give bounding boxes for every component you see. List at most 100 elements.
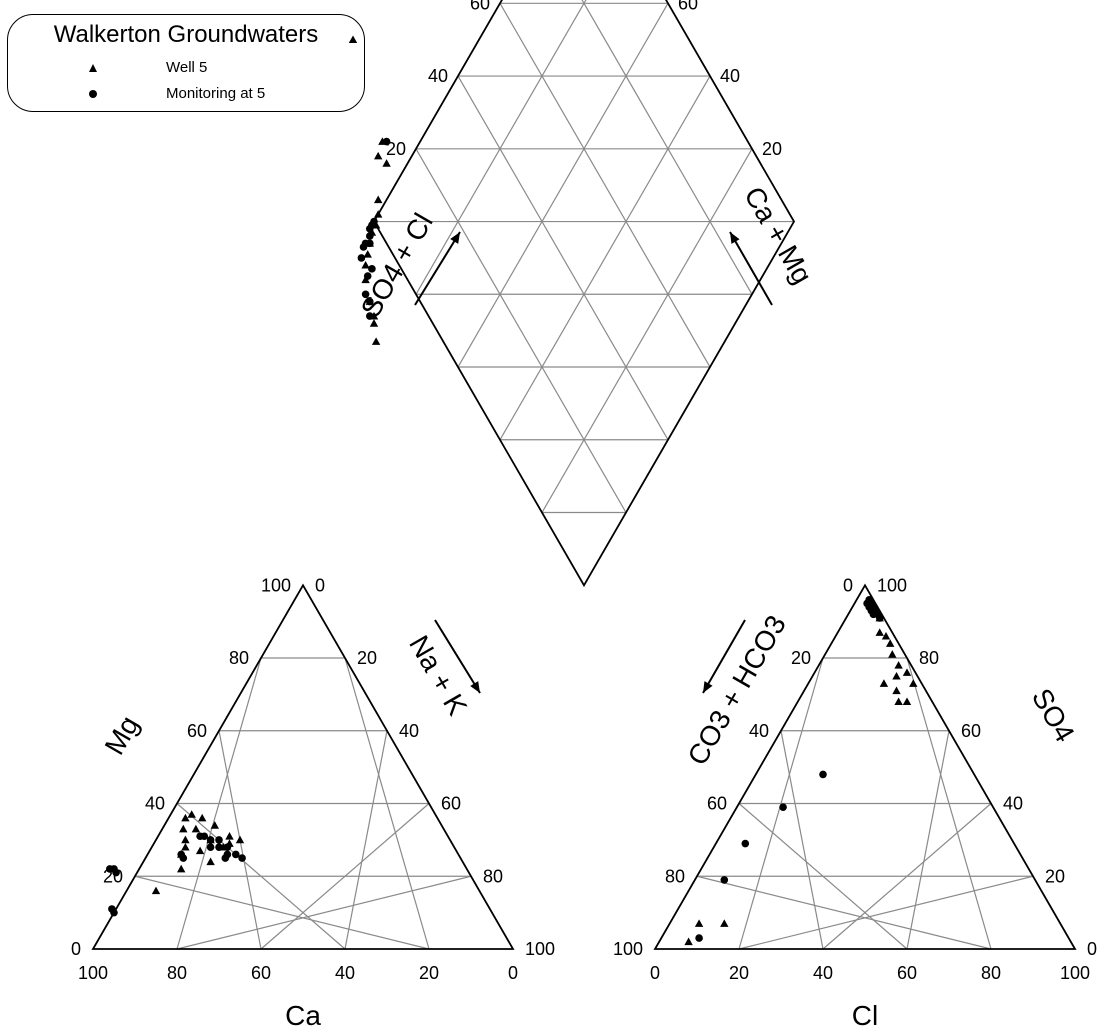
well5-anion-point bbox=[886, 639, 895, 647]
anion-so4-tick-20: 20 bbox=[1045, 866, 1065, 886]
well5-cation-point bbox=[177, 864, 186, 873]
cation-nak-tick-40: 40 bbox=[399, 721, 419, 741]
monitoring-cation-point bbox=[215, 843, 223, 851]
anion-cl-tick-80: 80 bbox=[981, 963, 1001, 983]
legend-item-monitoring: Monitoring at 5 bbox=[8, 85, 364, 107]
monitoring-cation-point bbox=[110, 908, 118, 917]
monitoring-cation-point bbox=[200, 832, 209, 841]
tick-labels: 100 0 100 0 100 0 80 20 80 20 80 20 60 40 60 40 60 40 40 60… bbox=[71, 0, 1097, 983]
cation-nak-tick-80: 80 bbox=[483, 866, 503, 886]
well5-diamond-point bbox=[374, 210, 383, 218]
well5-cation-point bbox=[181, 842, 190, 851]
well5-cation-point bbox=[210, 821, 219, 829]
well5-cation-point bbox=[181, 835, 190, 844]
well5-cation-point bbox=[198, 813, 207, 822]
monitoring-diamond-point bbox=[357, 254, 366, 262]
anion-cl-tick-100: 100 bbox=[1060, 963, 1090, 983]
cation-xlabel: Ca bbox=[285, 1000, 321, 1031]
monitoring-anion-point bbox=[819, 770, 827, 779]
cation-mg-tick-60: 60 bbox=[187, 721, 207, 741]
circle-marker-icon bbox=[89, 90, 97, 98]
anion-triangle-frame bbox=[653, 583, 1077, 950]
well5-anion-point bbox=[684, 937, 693, 946]
cation-gridline-b-3 bbox=[344, 730, 388, 950]
legend-label-monitoring: Monitoring at 5 bbox=[166, 85, 266, 102]
axis-arrows bbox=[414, 231, 773, 694]
cation-mg-tick-40: 40 bbox=[145, 794, 165, 814]
anion-so4-tick-80: 80 bbox=[919, 648, 939, 668]
anion-co3-tick-60: 60 bbox=[707, 794, 727, 814]
well5-cation-point bbox=[225, 832, 234, 840]
anion-so4-tick-40: 40 bbox=[1003, 794, 1023, 814]
diamond-gridline-b-4 bbox=[581, 0, 753, 295]
monitoring-anion-point bbox=[875, 614, 884, 622]
monitoring-diamond-point bbox=[363, 272, 372, 280]
anion-gridline-b-4 bbox=[906, 657, 992, 950]
anion-cl-tick-0: 0 bbox=[650, 963, 660, 983]
diamond-gridline-a-1 bbox=[541, 148, 753, 513]
diamond-so4cl-tick-60: 60 bbox=[470, 0, 490, 13]
frame-layer bbox=[91, 0, 1077, 950]
cation-triangle-frame bbox=[91, 583, 515, 950]
anion-gridline-b-2 bbox=[822, 803, 992, 950]
well5-diamond-point bbox=[382, 159, 391, 167]
well5-diamond-point bbox=[369, 319, 379, 327]
cation-right-arrow-icon bbox=[434, 619, 481, 694]
diamond-gridline-a-2 bbox=[499, 75, 711, 441]
monitoring-diamond-point bbox=[361, 290, 370, 299]
well5-anion-point bbox=[902, 668, 912, 676]
well5-anion-point bbox=[879, 679, 889, 687]
cation-gridline-a-4 bbox=[134, 875, 430, 950]
monitoring-cation-point bbox=[106, 865, 114, 873]
well5-cation-point bbox=[179, 824, 188, 833]
well5-cation-point bbox=[181, 813, 190, 822]
well5-diamond-point bbox=[374, 151, 383, 160]
well5-cation-point bbox=[187, 810, 196, 818]
anion-gridline-b-3 bbox=[906, 730, 950, 950]
anion-co3-tick-40: 40 bbox=[749, 721, 769, 741]
cation-gridline-a-3 bbox=[176, 803, 346, 950]
well5-anion-point bbox=[902, 697, 912, 706]
well5-anion-point bbox=[894, 661, 903, 669]
anion-so4-tick-100: 100 bbox=[877, 575, 907, 595]
anion-gridline-a-2 bbox=[780, 730, 824, 950]
well5-anion-point bbox=[892, 672, 901, 680]
cation-nak-tick-60: 60 bbox=[441, 794, 461, 814]
well5-diamond-point bbox=[361, 275, 370, 284]
monitoring-diamond-point bbox=[368, 265, 376, 273]
cation-ca-tick-80: 80 bbox=[167, 963, 187, 983]
well5-diamond-point bbox=[363, 250, 372, 258]
anion-xlabel: Cl bbox=[852, 1000, 878, 1031]
cation-ca-tick-100: 100 bbox=[78, 963, 108, 983]
diamond-gridline-b-1 bbox=[415, 148, 627, 513]
diamond-frame bbox=[372, 0, 796, 588]
diamond-right-arrow-icon bbox=[729, 231, 773, 306]
cation-nak-tick-20: 20 bbox=[357, 648, 377, 668]
cation-gridline-b-2 bbox=[260, 803, 430, 950]
diamond-gridline-b-2 bbox=[457, 75, 669, 441]
well5-anion-point bbox=[909, 679, 918, 687]
cation-ca-tick-20: 20 bbox=[419, 963, 439, 983]
well5-cation-point bbox=[206, 857, 215, 866]
well5-anion-point bbox=[881, 631, 891, 640]
well5-anion-point bbox=[720, 919, 729, 927]
legend: Walkerton Groundwaters Well 5 Monitoring… bbox=[7, 14, 365, 112]
grid-layer bbox=[134, 0, 1034, 950]
monitoring-diamond-point bbox=[359, 243, 368, 251]
diamond-camg-tick-40: 40 bbox=[720, 66, 740, 86]
anion-co3-tick-80: 80 bbox=[665, 866, 685, 886]
cation-gridline-b-1 bbox=[176, 875, 472, 950]
legend-label-well-5: Well 5 bbox=[166, 59, 208, 76]
well5-anion-point bbox=[888, 650, 897, 658]
monitoring-cation-point bbox=[206, 836, 215, 844]
well5-anion-point bbox=[875, 628, 884, 636]
anion-gridline-a-4 bbox=[696, 875, 992, 950]
anion-co3-tick-100: 100 bbox=[613, 939, 643, 959]
anion-gridline-b-1 bbox=[738, 875, 1034, 950]
monitoring-cation-point bbox=[215, 836, 223, 844]
cation-nak-tick-0: 0 bbox=[315, 575, 325, 595]
diamond-camg-tick-20: 20 bbox=[762, 139, 782, 159]
anion-so4-tick-0: 0 bbox=[1087, 939, 1097, 959]
cation-gridline-b-4 bbox=[344, 657, 430, 950]
